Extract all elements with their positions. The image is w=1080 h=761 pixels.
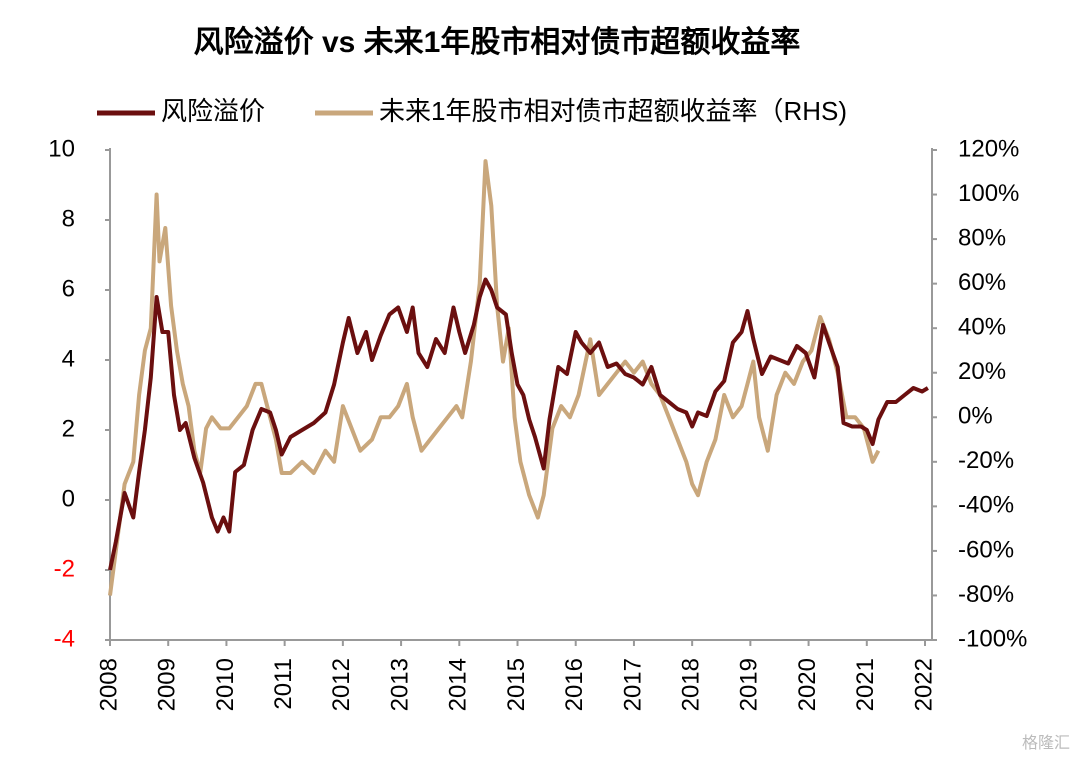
y2-tick-label: -80% bbox=[958, 581, 1014, 608]
y-tick-label: 6 bbox=[62, 275, 75, 302]
y2-tick-label: 40% bbox=[958, 314, 1006, 341]
watermark: 格隆汇 bbox=[1022, 734, 1070, 752]
y-tick-label: -4 bbox=[54, 625, 75, 652]
y-tick-label: 2 bbox=[62, 415, 75, 442]
x-tick-label: 2009 bbox=[154, 658, 181, 711]
x-tick-label: 2012 bbox=[328, 658, 355, 711]
y-tick-label: 4 bbox=[62, 345, 75, 372]
x-tick-label: 2013 bbox=[386, 658, 413, 711]
x-tick-label: 2018 bbox=[677, 658, 704, 711]
y2-tick-label: 60% bbox=[958, 269, 1006, 296]
x-tick-label: 2017 bbox=[619, 658, 646, 711]
legend-label: 风险溢价 bbox=[161, 96, 265, 126]
y-tick-label: 8 bbox=[62, 205, 75, 232]
y2-tick-label: 20% bbox=[958, 358, 1006, 385]
series-line bbox=[108, 159, 881, 596]
y2-tick-label: -60% bbox=[958, 536, 1014, 563]
y2-tick-label: 120% bbox=[958, 135, 1019, 162]
y2-tick-label: 80% bbox=[958, 224, 1006, 251]
x-tick-label: 2020 bbox=[794, 658, 821, 711]
x-tick-label: 2008 bbox=[95, 658, 122, 711]
x-tick-label: 2014 bbox=[445, 658, 472, 711]
y-tick-label: -2 bbox=[54, 555, 75, 582]
series-line bbox=[108, 277, 929, 571]
y2-tick-label: 0% bbox=[958, 403, 993, 430]
y2-tick-label: -40% bbox=[958, 492, 1014, 519]
x-tick-label: 2021 bbox=[852, 658, 879, 711]
x-tick-label: 2011 bbox=[270, 658, 297, 710]
legend-label: 未来1年股市相对债市超额收益率（RHS) bbox=[379, 96, 847, 126]
chart-title: 风险溢价 vs 未来1年股市相对债市超额收益率 bbox=[194, 25, 801, 59]
x-tick-label: 2010 bbox=[212, 658, 239, 711]
y2-tick-label: -20% bbox=[958, 447, 1014, 474]
x-tick-label: 2015 bbox=[503, 658, 530, 711]
x-tick-label: 2019 bbox=[736, 658, 763, 711]
y-tick-label: 10 bbox=[48, 135, 75, 162]
y2-tick-label: -100% bbox=[958, 625, 1027, 652]
y2-tick-label: 100% bbox=[958, 180, 1019, 207]
y-tick-label: 0 bbox=[62, 485, 75, 512]
x-tick-label: 2022 bbox=[910, 658, 937, 711]
x-tick-label: 2016 bbox=[561, 658, 588, 711]
